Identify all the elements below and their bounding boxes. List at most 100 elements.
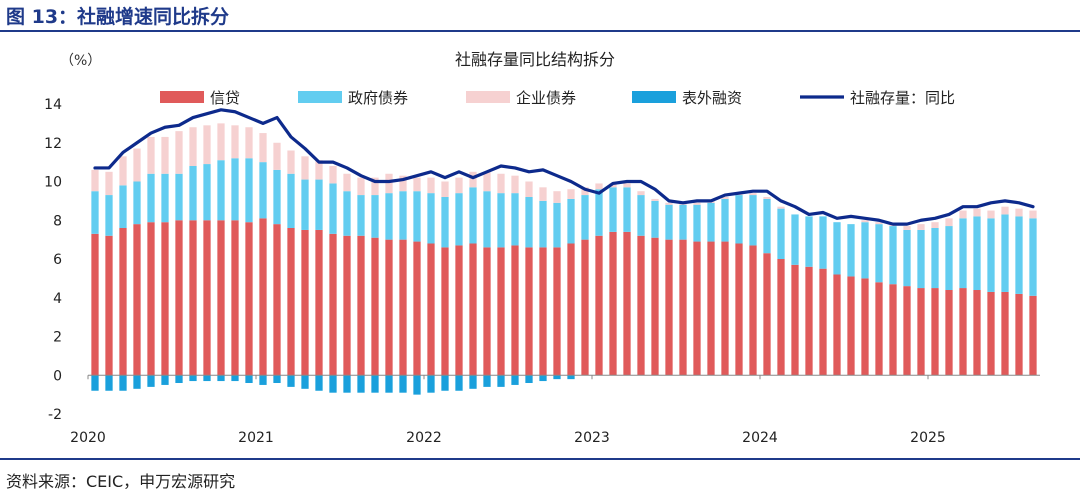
y-tick-label: 0 bbox=[53, 368, 62, 384]
bar-corp_bonds bbox=[371, 177, 379, 196]
bar-credit bbox=[147, 222, 155, 376]
bar-gov_bonds bbox=[399, 191, 407, 240]
bar-gov_bonds bbox=[1029, 218, 1037, 296]
bar-gov_bonds bbox=[805, 216, 813, 267]
bar-gov_bonds bbox=[917, 229, 925, 289]
bar-credit bbox=[651, 237, 659, 376]
bar-gov_bonds bbox=[343, 191, 351, 236]
bar-off_balance bbox=[119, 375, 127, 391]
bar-credit bbox=[357, 235, 365, 376]
bar-corp_bonds bbox=[119, 156, 127, 186]
bar-credit bbox=[455, 245, 463, 376]
chart-title: 社融存量同比结构拆分 bbox=[455, 50, 615, 69]
bar-corp_bonds bbox=[287, 150, 295, 174]
bar-credit bbox=[721, 241, 729, 376]
bar-credit bbox=[119, 228, 127, 376]
bar-off_balance bbox=[539, 375, 547, 382]
bar-gov_bonds bbox=[147, 173, 155, 223]
bar-off_balance bbox=[371, 375, 379, 393]
bar-corp_bonds bbox=[945, 218, 953, 227]
bar-credit bbox=[1001, 291, 1009, 376]
bar-credit bbox=[105, 235, 113, 376]
bar-credit bbox=[203, 220, 211, 376]
bar-credit bbox=[805, 266, 813, 376]
bar-corp_bonds bbox=[959, 210, 967, 219]
y-tick-label: 8 bbox=[53, 213, 62, 229]
bar-credit bbox=[693, 241, 701, 376]
bar-credit bbox=[553, 247, 561, 376]
y-tick-label: 4 bbox=[53, 291, 62, 307]
legend-label: 企业债券 bbox=[516, 89, 576, 107]
bar-corp_bonds bbox=[567, 189, 575, 199]
bar-gov_bonds bbox=[245, 158, 253, 223]
bar-gov_bonds bbox=[595, 189, 603, 236]
legend-label: 信贷 bbox=[210, 89, 240, 107]
bar-credit bbox=[987, 291, 995, 376]
bar-gov_bonds bbox=[539, 200, 547, 248]
bar-credit bbox=[273, 224, 281, 376]
y-tick-label: -2 bbox=[48, 407, 62, 423]
bar-off_balance bbox=[399, 375, 407, 393]
bar-gov_bonds bbox=[217, 160, 225, 221]
bar-credit bbox=[315, 229, 323, 376]
bar-gov_bonds bbox=[679, 204, 687, 240]
bar-off_balance bbox=[469, 375, 477, 389]
bar-corp_bonds bbox=[903, 226, 911, 230]
bar-corp_bonds bbox=[399, 175, 407, 192]
bar-gov_bonds bbox=[161, 173, 169, 223]
bar-gov_bonds bbox=[819, 216, 827, 269]
bar-corp_bonds bbox=[665, 202, 673, 205]
bar-corp_bonds bbox=[91, 169, 99, 192]
bar-corp_bonds bbox=[525, 181, 533, 197]
bar-off_balance bbox=[301, 375, 309, 389]
bar-off_balance bbox=[273, 375, 281, 383]
bar-corp_bonds bbox=[259, 133, 267, 163]
bar-gov_bonds bbox=[861, 222, 869, 279]
bar-corp_bonds bbox=[203, 125, 211, 165]
bar-gov_bonds bbox=[105, 195, 113, 236]
bar-corp_bonds bbox=[217, 123, 225, 161]
bar-corp_bonds bbox=[987, 210, 995, 219]
y-axis-label: （%） bbox=[60, 53, 101, 69]
x-tick-label: 2025 bbox=[910, 430, 946, 446]
bar-corp_bonds bbox=[469, 171, 477, 188]
bar-off_balance bbox=[525, 375, 533, 383]
bar-credit bbox=[581, 239, 589, 376]
bar-off_balance bbox=[413, 375, 421, 395]
bar-gov_bonds bbox=[693, 204, 701, 242]
bar-gov_bonds bbox=[315, 179, 323, 230]
source-rule bbox=[0, 458, 1080, 460]
bar-credit bbox=[175, 220, 183, 376]
bar-off_balance bbox=[259, 375, 267, 385]
bar-corp_bonds bbox=[231, 125, 239, 159]
bar-credit bbox=[749, 245, 757, 376]
legend-label: 政府债券 bbox=[348, 89, 408, 107]
bar-corp_bonds bbox=[763, 197, 771, 199]
source-note: 资料来源：CEIC，申万宏源研究 bbox=[6, 472, 236, 491]
bar-gov_bonds bbox=[791, 214, 799, 265]
bar-credit bbox=[525, 247, 533, 376]
bar-corp_bonds bbox=[581, 187, 589, 196]
bar-gov_bonds bbox=[1001, 214, 1009, 292]
bar-credit bbox=[861, 278, 869, 376]
bar-off_balance bbox=[567, 375, 575, 380]
bar-off_balance bbox=[427, 375, 435, 393]
bar-credit bbox=[427, 243, 435, 376]
bar-gov_bonds bbox=[259, 162, 267, 219]
bar-credit bbox=[343, 235, 351, 376]
line-layer bbox=[93, 108, 1035, 226]
bar-credit bbox=[301, 229, 309, 376]
bar-corp_bonds bbox=[917, 224, 925, 230]
bar-gov_bonds bbox=[1015, 216, 1023, 294]
bar-corp_bonds bbox=[931, 222, 939, 228]
bar-credit bbox=[889, 284, 897, 376]
bar-gov_bonds bbox=[273, 169, 281, 225]
bar-gov_bonds bbox=[651, 200, 659, 238]
bar-credit bbox=[665, 239, 673, 376]
y-tick-label: 10 bbox=[44, 175, 62, 191]
bar-off_balance bbox=[217, 375, 225, 382]
x-tick-label: 2021 bbox=[238, 430, 274, 446]
bar-gov_bonds bbox=[637, 195, 645, 236]
bar-off_balance bbox=[161, 375, 169, 385]
bar-corp_bonds bbox=[441, 181, 449, 197]
